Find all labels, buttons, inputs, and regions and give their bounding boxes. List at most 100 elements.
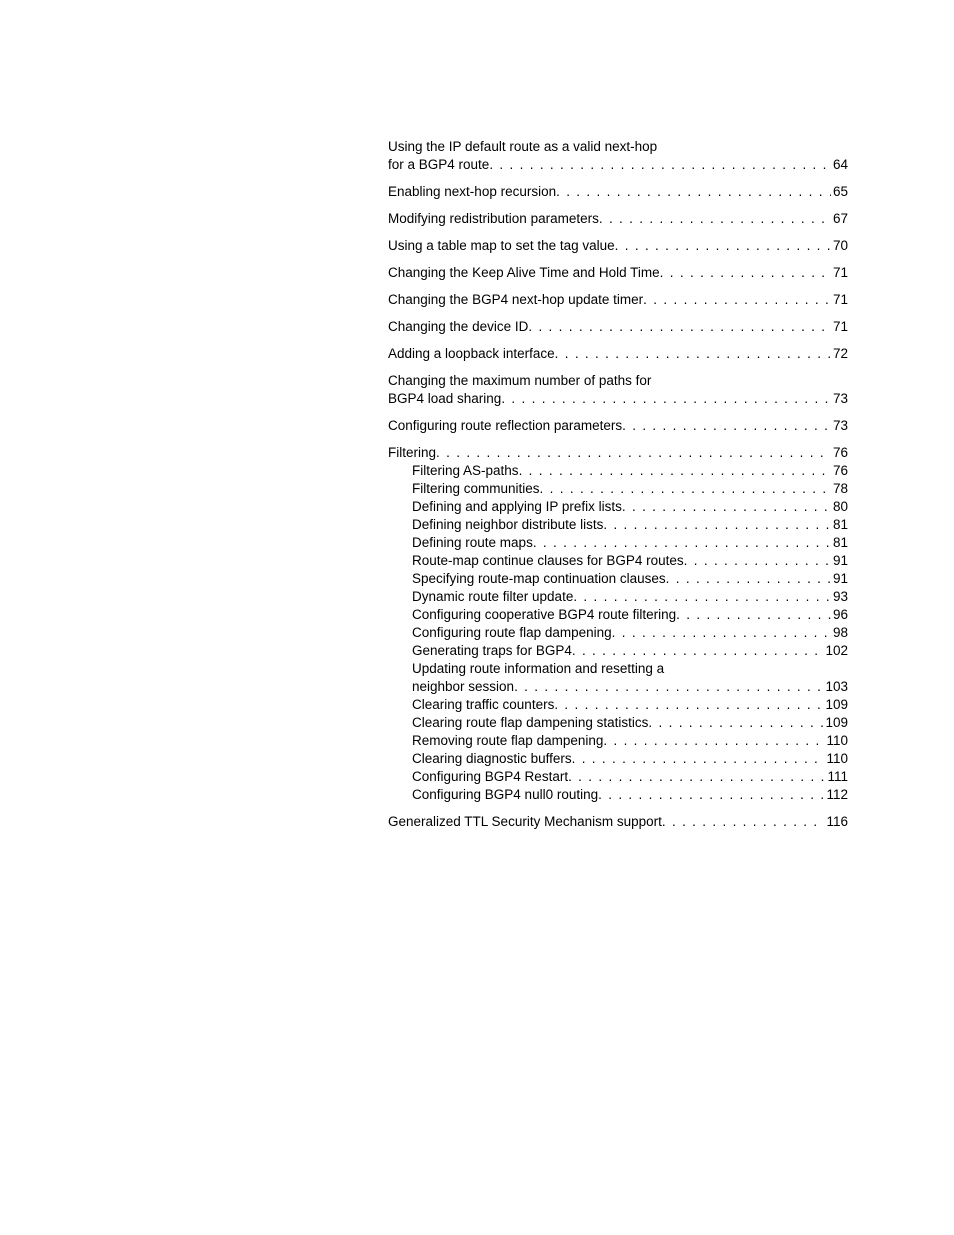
toc-entry[interactable]: Changing the BGP4 next-hop update timer7…	[388, 291, 848, 309]
toc-entry[interactable]: for a BGP4 route64	[388, 156, 848, 174]
toc-entry[interactable]: Changing the Keep Alive Time and Hold Ti…	[388, 264, 848, 282]
toc-entry-label: Defining neighbor distribute lists	[412, 516, 603, 534]
toc-entry-label: Defining and applying IP prefix lists	[412, 498, 622, 516]
toc-entry[interactable]: Filtering76	[388, 444, 848, 462]
toc-entry[interactable]: Configuring route reflection parameters7…	[388, 417, 848, 435]
toc-entry[interactable]: BGP4 load sharing 73	[388, 390, 848, 408]
toc-page-number: 71	[831, 318, 848, 336]
toc-block: Changing the device ID 71	[388, 318, 848, 336]
toc-page-number: 111	[825, 768, 848, 786]
table-of-contents: Using the IP default route as a valid ne…	[388, 138, 848, 831]
toc-entry[interactable]: Dynamic route filter update93	[388, 588, 848, 606]
toc-leader-dots	[501, 390, 831, 408]
toc-entry-label: Filtering AS-paths	[412, 462, 519, 480]
toc-page-number: 65	[831, 183, 848, 201]
toc-block: Configuring route reflection parameters7…	[388, 417, 848, 435]
toc-leader-dots	[684, 552, 831, 570]
toc-entry[interactable]: Modifying redistribution parameters 67	[388, 210, 848, 228]
toc-page-number: 110	[824, 750, 848, 768]
toc-entry-label: Clearing diagnostic buffers	[412, 750, 572, 768]
toc-entry-label: Adding a loopback interface	[388, 345, 555, 363]
toc-page-number: 70	[831, 237, 848, 255]
toc-entry-label: Filtering communities	[412, 480, 540, 498]
toc-page-number: 67	[831, 210, 848, 228]
toc-leader-dots	[436, 444, 831, 462]
toc-entry[interactable]: Removing route flap dampening110	[388, 732, 848, 750]
toc-leader-dots	[598, 786, 824, 804]
toc-entry[interactable]: Generating traps for BGP4 102	[388, 642, 848, 660]
toc-page-number: 102	[823, 642, 848, 660]
toc-entry[interactable]: Configuring BGP4 Restart111	[388, 768, 848, 786]
toc-entry[interactable]: Clearing diagnostic buffers 110	[388, 750, 848, 768]
toc-entry-label: Clearing traffic counters	[412, 696, 554, 714]
toc-block: Adding a loopback interface 72	[388, 345, 848, 363]
toc-entry[interactable]: neighbor session103	[388, 678, 848, 696]
toc-entry[interactable]: Enabling next-hop recursion 65	[388, 183, 848, 201]
page: Using the IP default route as a valid ne…	[0, 0, 954, 1235]
toc-entry-label: Enabling next-hop recursion	[388, 183, 556, 201]
toc-entry-label: Using a table map to set the tag value	[388, 237, 615, 255]
toc-entry-continuation: Updating route information and resetting…	[388, 660, 848, 678]
toc-leader-dots	[519, 462, 831, 480]
toc-page-number: 96	[831, 606, 848, 624]
toc-block: Modifying redistribution parameters 67	[388, 210, 848, 228]
toc-entry[interactable]: Clearing traffic counters 109	[388, 696, 848, 714]
toc-entry[interactable]: Defining neighbor distribute lists 81	[388, 516, 848, 534]
toc-leader-dots	[643, 291, 831, 309]
toc-entry[interactable]: Route-map continue clauses for BGP4 rout…	[388, 552, 848, 570]
toc-page-number: 103	[823, 678, 848, 696]
toc-page-number: 109	[823, 696, 848, 714]
toc-entry-label: Clearing route flap dampening statistics	[412, 714, 648, 732]
toc-page-number: 116	[824, 813, 848, 831]
toc-page-number: 76	[831, 444, 848, 462]
toc-entry[interactable]: Adding a loopback interface 72	[388, 345, 848, 363]
toc-leader-dots	[622, 498, 831, 516]
toc-entry[interactable]: Configuring BGP4 null0 routing112	[388, 786, 848, 804]
toc-entry[interactable]: Filtering communities 78	[388, 480, 848, 498]
toc-leader-dots	[514, 678, 823, 696]
toc-page-number: 71	[831, 264, 848, 282]
toc-page-number: 93	[831, 588, 848, 606]
toc-entry[interactable]: Using a table map to set the tag value 70	[388, 237, 848, 255]
toc-entry-label: Modifying redistribution parameters	[388, 210, 599, 228]
toc-page-number: 73	[831, 417, 848, 435]
toc-page-number: 98	[831, 624, 848, 642]
toc-block: Using a table map to set the tag value 70	[388, 237, 848, 255]
toc-page-number: 64	[831, 156, 848, 174]
toc-leader-dots	[660, 264, 831, 282]
toc-entry-label: Updating route information and resetting…	[412, 661, 664, 676]
toc-entry-label: Changing the device ID	[388, 318, 528, 336]
toc-leader-dots	[572, 750, 825, 768]
toc-leader-dots	[554, 696, 823, 714]
toc-page-number: 72	[831, 345, 848, 363]
toc-page-number: 81	[831, 516, 848, 534]
toc-page-number: 78	[831, 480, 848, 498]
toc-entry-continuation: Using the IP default route as a valid ne…	[388, 138, 848, 156]
toc-entry-label: Generating traps for BGP4	[412, 642, 572, 660]
toc-entry-label: BGP4 load sharing	[388, 390, 501, 408]
toc-entry[interactable]: Defining route maps81	[388, 534, 848, 552]
toc-page-number: 91	[831, 570, 848, 588]
toc-block: Changing the Keep Alive Time and Hold Ti…	[388, 264, 848, 282]
toc-entry[interactable]: Defining and applying IP prefix lists 80	[388, 498, 848, 516]
toc-leader-dots	[603, 516, 831, 534]
toc-entry[interactable]: Filtering AS-paths76	[388, 462, 848, 480]
toc-entry[interactable]: Changing the device ID 71	[388, 318, 848, 336]
toc-block: Generalized TTL Security Mechanism suppo…	[388, 813, 848, 831]
toc-leader-dots	[572, 642, 824, 660]
toc-entry[interactable]: Configuring route flap dampening 98	[388, 624, 848, 642]
toc-entry[interactable]: Clearing route flap dampening statistics…	[388, 714, 848, 732]
toc-entry[interactable]: Generalized TTL Security Mechanism suppo…	[388, 813, 848, 831]
toc-entry[interactable]: Configuring cooperative BGP4 route filte…	[388, 606, 848, 624]
toc-entry-label: Specifying route-map continuation clause…	[412, 570, 666, 588]
toc-entry-label: Configuring route flap dampening	[412, 624, 612, 642]
toc-page-number: 112	[824, 786, 848, 804]
toc-entry[interactable]: Specifying route-map continuation clause…	[388, 570, 848, 588]
toc-page-number: 80	[831, 498, 848, 516]
toc-page-number: 81	[831, 534, 848, 552]
toc-page-number: 71	[831, 291, 848, 309]
toc-block: Enabling next-hop recursion 65	[388, 183, 848, 201]
toc-leader-dots	[573, 588, 831, 606]
toc-page-number: 73	[831, 390, 848, 408]
toc-leader-dots	[676, 606, 831, 624]
